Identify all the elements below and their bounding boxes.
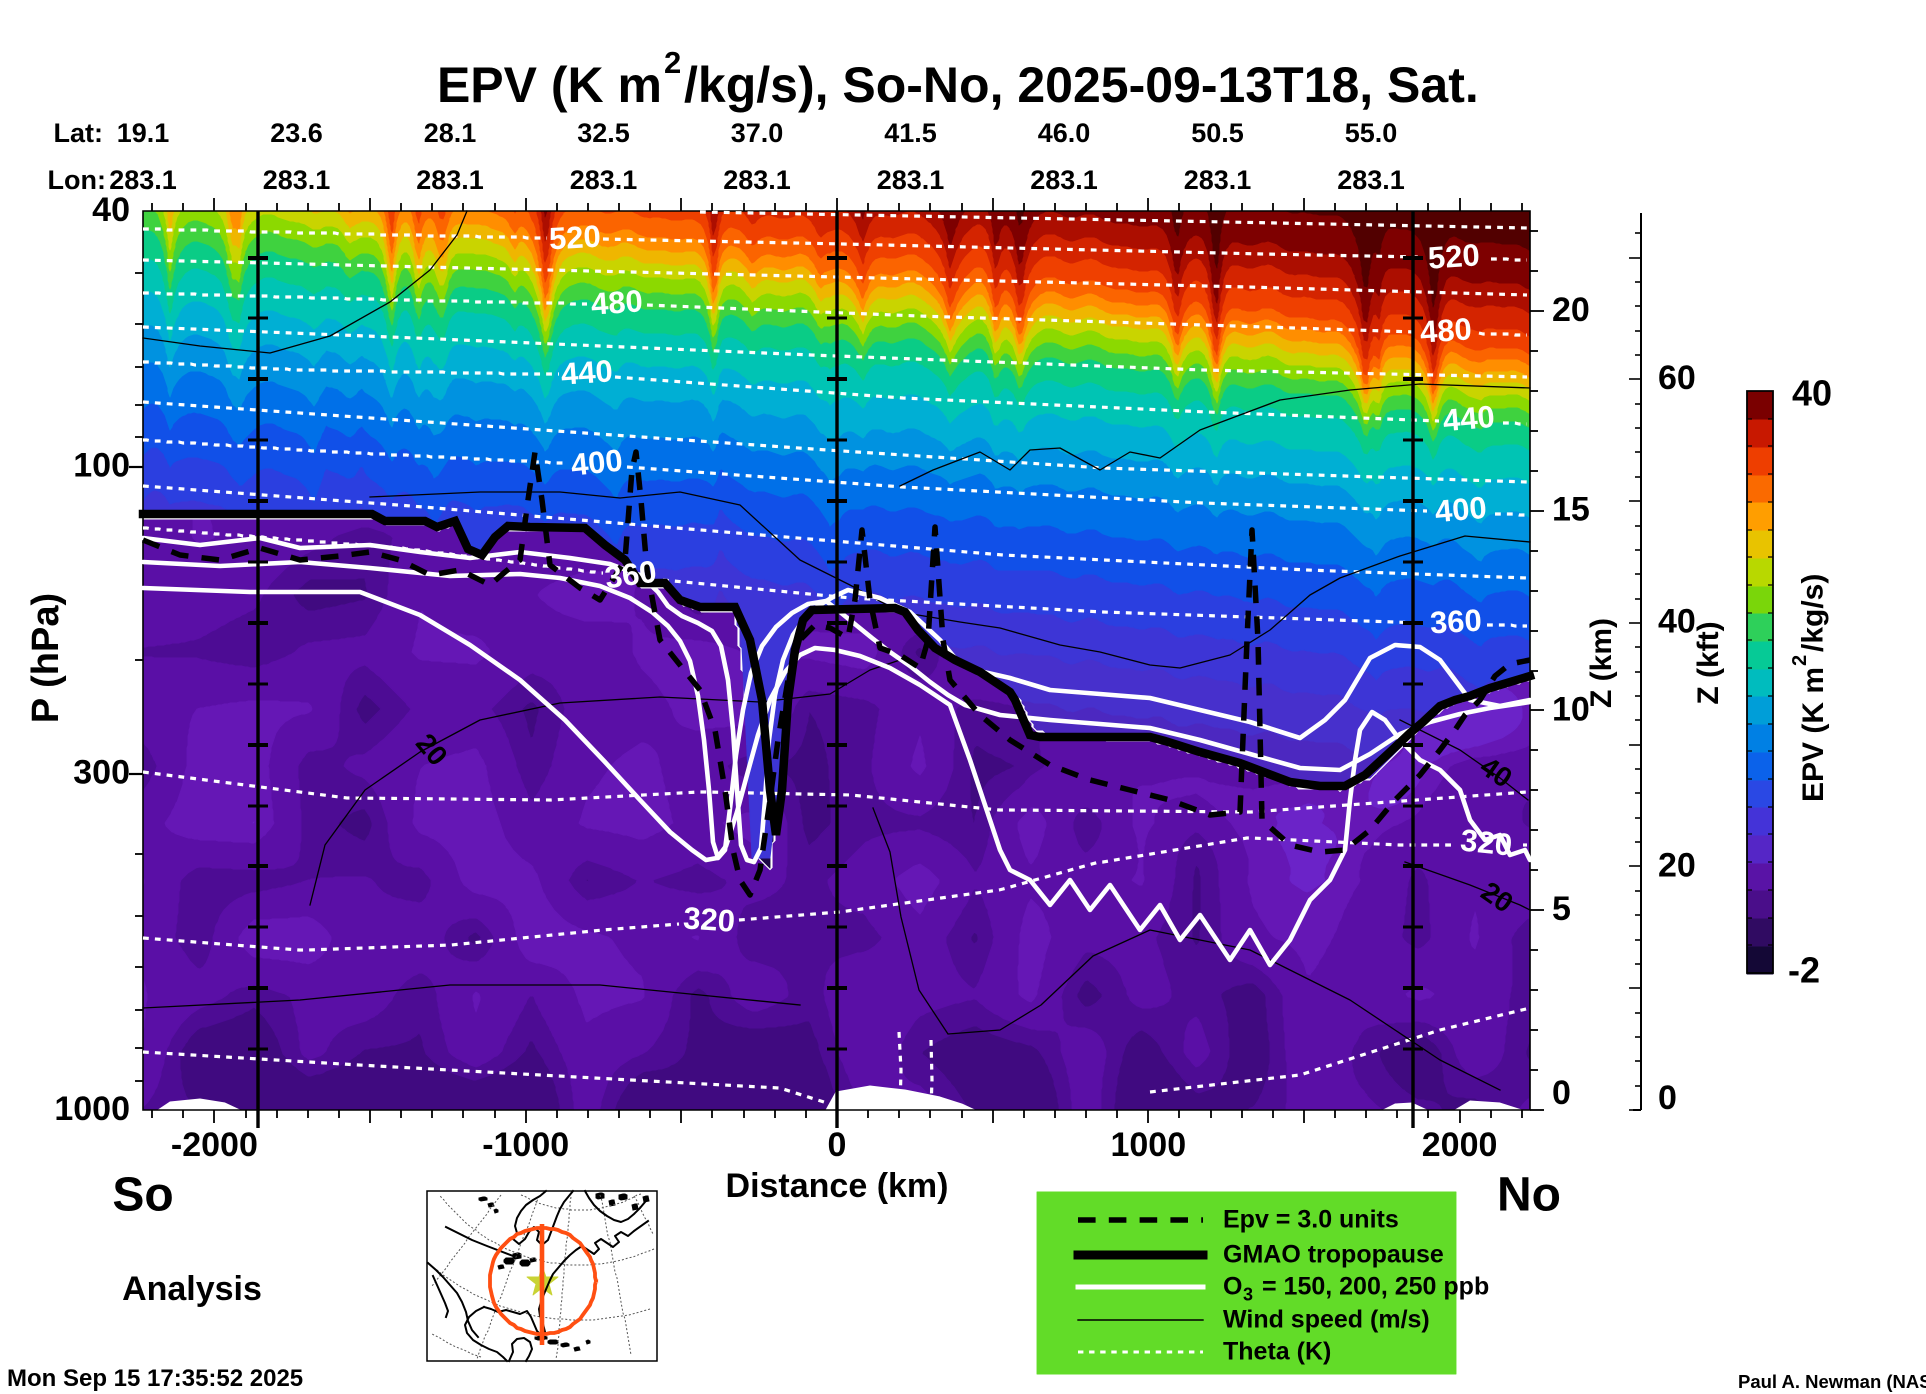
svg-text:55.0: 55.0 [1345, 118, 1398, 148]
svg-text:520: 520 [548, 219, 601, 257]
svg-text:23.6: 23.6 [270, 118, 323, 148]
svg-text:Theta (K): Theta (K) [1223, 1338, 1331, 1366]
svg-text:0: 0 [1552, 1074, 1571, 1112]
svg-text:Wind speed (m/s): Wind speed (m/s) [1223, 1306, 1430, 1334]
svg-text:320: 320 [682, 900, 736, 939]
svg-text:Z (kft): Z (kft) [1692, 621, 1725, 704]
svg-text:Z (km): Z (km) [1585, 618, 1618, 708]
svg-text:283.1: 283.1 [723, 165, 791, 195]
svg-text:/kg/s), So-No, 2025-09-13T18,: /kg/s), So-No, 2025-09-13T18, Sat. [684, 57, 1479, 113]
svg-text:320: 320 [1459, 822, 1514, 862]
svg-text:2: 2 [664, 45, 681, 80]
svg-text:520: 520 [1427, 237, 1481, 276]
svg-text:440: 440 [560, 353, 614, 392]
svg-text:480: 480 [590, 283, 644, 322]
svg-text:1000: 1000 [54, 1090, 130, 1128]
svg-text:GMAO tropopause: GMAO tropopause [1223, 1241, 1444, 1269]
svg-text:28.1: 28.1 [424, 118, 477, 148]
svg-text:= 150, 200, 250 ppb: = 150, 200, 250 ppb [1262, 1273, 1489, 1301]
svg-text:2: 2 [1789, 655, 1811, 666]
svg-text:60: 60 [1658, 359, 1696, 397]
svg-text:50.5: 50.5 [1191, 118, 1244, 148]
svg-text:40: 40 [1792, 372, 1832, 413]
svg-text:5: 5 [1552, 890, 1571, 928]
svg-text:440: 440 [1441, 399, 1496, 438]
svg-text:1000: 1000 [1110, 1126, 1186, 1164]
svg-text:40: 40 [1658, 603, 1696, 641]
svg-text:37.0: 37.0 [731, 118, 784, 148]
svg-text:10: 10 [1552, 690, 1590, 728]
svg-text:300: 300 [73, 754, 130, 792]
svg-text:/kg/s): /kg/s) [1797, 574, 1830, 652]
svg-text:No: No [1497, 1168, 1561, 1221]
svg-text:-2: -2 [1788, 949, 1820, 990]
svg-text:283.1: 283.1 [1184, 165, 1252, 195]
svg-text:283.1: 283.1 [1337, 165, 1405, 195]
svg-text:400: 400 [1433, 490, 1488, 529]
svg-text:283.1: 283.1 [877, 165, 945, 195]
svg-text:3: 3 [1243, 1285, 1253, 1305]
svg-text:Lon:: Lon: [48, 165, 106, 195]
svg-text:283.1: 283.1 [1030, 165, 1098, 195]
svg-text:Distance (km): Distance (km) [726, 1167, 949, 1205]
svg-text:Paul A. Newman (NASA/GSFC): Paul A. Newman (NASA/GSFC) [1738, 1371, 1926, 1392]
svg-text:-1000: -1000 [482, 1126, 569, 1164]
svg-text:20: 20 [1658, 846, 1696, 884]
svg-text:400: 400 [569, 442, 624, 482]
svg-text:19.1: 19.1 [117, 118, 170, 148]
svg-text:EPV (K m: EPV (K m [1797, 667, 1830, 802]
svg-text:0: 0 [828, 1126, 847, 1164]
svg-text:Lat:: Lat: [54, 118, 104, 148]
svg-text:Epv = 3.0 units: Epv = 3.0 units [1223, 1206, 1399, 1234]
svg-text:Mon Sep 15 17:35:52 2025: Mon Sep 15 17:35:52 2025 [7, 1365, 303, 1392]
svg-text:0: 0 [1658, 1079, 1677, 1117]
svg-text:15: 15 [1552, 491, 1590, 529]
svg-text:360: 360 [1429, 603, 1482, 641]
svg-text:Analysis: Analysis [122, 1270, 262, 1308]
svg-text:20: 20 [1552, 291, 1590, 329]
svg-text:283.1: 283.1 [263, 165, 331, 195]
svg-text:283.1: 283.1 [570, 165, 638, 195]
svg-text:O: O [1223, 1273, 1242, 1301]
svg-text:32.5: 32.5 [577, 118, 630, 148]
svg-text:2000: 2000 [1422, 1126, 1498, 1164]
svg-text:P (hPa): P (hPa) [25, 593, 67, 723]
svg-text:40: 40 [92, 191, 130, 229]
svg-text:46.0: 46.0 [1038, 118, 1091, 148]
svg-text:41.5: 41.5 [884, 118, 937, 148]
svg-text:So: So [112, 1168, 173, 1221]
svg-text:480: 480 [1419, 311, 1473, 350]
svg-text:360: 360 [603, 554, 659, 596]
svg-text:EPV (K m: EPV (K m [437, 57, 662, 113]
svg-text:283.1: 283.1 [109, 165, 177, 195]
svg-text:283.1: 283.1 [416, 165, 484, 195]
svg-text:-2000: -2000 [171, 1126, 258, 1164]
svg-text:100: 100 [73, 447, 130, 485]
